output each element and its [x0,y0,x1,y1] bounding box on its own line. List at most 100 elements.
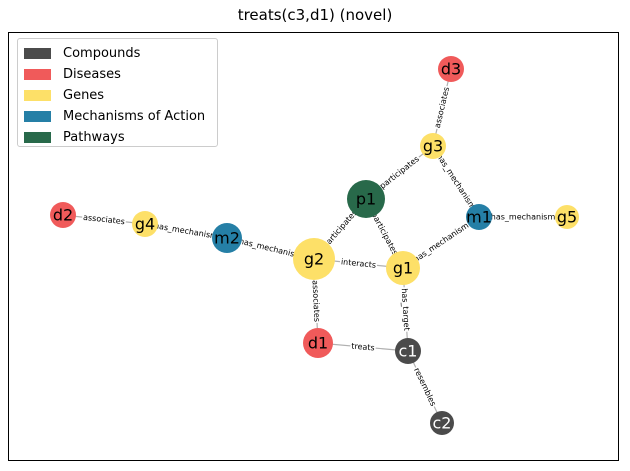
node-circle-g1 [386,251,420,285]
edge-label-c1-c2: resembles [411,365,439,409]
edge-label-g1-p1: participates [368,209,401,258]
node-label-g4: g4 [135,215,155,234]
edge-label-g2-d1: associates [310,278,322,324]
plot-frame [8,32,619,461]
edge-label-background [320,207,360,251]
node-label-g3: g3 [423,137,443,156]
node-g2: g2 [293,238,335,280]
node-circle-d2 [50,202,76,228]
edge-label-c1-g1: has_target [399,287,412,332]
edge-label-background [410,220,472,265]
legend-swatch-pathways [24,132,51,143]
edge-label-g3-m1: has_mechanism [434,151,478,213]
node-circle-c1 [395,338,421,364]
edge-label-background [81,212,127,227]
edge-label-g5-m1: has_mechanism [489,212,557,222]
node-label-m1: m1 [466,208,492,227]
edge-label-g4-d2: associates [81,212,127,227]
legend-label-diseases: Diseases [63,67,121,82]
edge-label-text: associates [433,86,451,129]
edge-label-text: has_mechanism [435,152,478,211]
node-label-p1: p1 [356,190,376,209]
edge-label-background [310,278,322,324]
legend-label-pathways: Pathways [63,130,125,145]
edge-label-background [152,220,220,242]
nodes-layer: d3 g3 p1 m1 g5 d2 g4 m2 g2 g1 d1 c1 c2 [50,56,579,435]
node-label-g5: g5 [557,208,577,227]
node-label-c2: c2 [433,414,452,433]
node-g1: g1 [386,251,420,285]
legend-label-mechanisms: Mechanisms of Action [63,109,206,124]
legend-swatch-genes [24,90,51,101]
node-circle-g2 [293,238,335,280]
node-d3: d3 [438,56,464,82]
edge-label-background [339,257,378,270]
edge-label-background [368,209,401,258]
edge-label-text: has_mechanism [491,213,556,222]
edge-label-background [349,341,377,353]
node-label-g1: g1 [393,259,413,278]
edge-label-background [237,236,305,261]
edge-label-text: participates [378,154,421,191]
legend-item-genes: Genes [24,85,211,106]
legend-item-mechanisms: Mechanisms of Action [24,106,211,127]
legend: Compounds Diseases Genes Mechanisms of A… [17,38,218,147]
legend-swatch-compounds [24,48,51,59]
node-m2: m2 [212,223,242,253]
edge-label-g3-d3: associates [432,85,452,130]
node-label-d1: d1 [308,334,328,353]
node-c1: c1 [395,338,421,364]
diagram-title: treats(c3,d1) (novel) [237,6,393,24]
edge-label-text: has_mechanism [412,221,471,265]
edge-label-text: has_mechanism [153,221,218,241]
node-label-c1: c1 [399,342,418,361]
node-circle-d1 [303,328,333,358]
edge-label-background [432,85,452,130]
node-d2: d2 [50,202,76,228]
node-g5: g5 [555,205,579,229]
node-circle-m2 [212,223,242,253]
edge-label-c1-d1: treats [349,341,377,353]
edge-label-background [489,212,557,222]
legend-swatch-diseases [24,69,51,80]
node-m1: m1 [466,204,492,230]
edge-label-background [377,153,422,192]
node-g3: g3 [420,133,446,159]
node-c2: c2 [430,411,454,435]
edge-label-text: participates [369,210,399,256]
node-g4: g4 [132,211,158,237]
edge-label-text: interacts [341,257,377,270]
edge-label-text: has_target [400,288,412,331]
legend-item-pathways: Pathways [24,127,211,148]
node-label-g2: g2 [304,250,324,269]
edge-label-text: associates [83,213,126,227]
legend-item-compounds: Compounds [24,43,211,64]
edge-label-background [434,151,478,213]
edge-label-g1-m1: has_mechanism [410,220,472,265]
node-circle-m1 [466,204,492,230]
edge-label-g4-m2: has_mechanism [152,220,220,242]
edge-label-g2-g1: interacts [339,257,378,270]
node-circle-g3 [420,133,446,159]
node-circle-c2 [430,411,454,435]
edge-label-background [411,365,439,409]
node-circle-d3 [438,56,464,82]
node-label-d3: d3 [441,60,461,79]
node-circle-g4 [132,211,158,237]
edge-label-g3-p1: participates [377,153,422,192]
edge-label-background [399,287,412,332]
node-d1: d1 [303,328,333,358]
legend-swatch-mechanisms [24,111,51,122]
node-label-m2: m2 [214,229,240,248]
legend-label-genes: Genes [63,88,105,103]
edge-label-text: treats [351,341,375,352]
edge-label-text: resembles [412,366,438,407]
legend-item-diseases: Diseases [24,64,211,85]
node-p1: p1 [347,180,385,218]
node-circle-p1 [347,180,385,218]
edge-label-text: associates [311,280,322,322]
node-label-d2: d2 [53,206,73,225]
legend-label-compounds: Compounds [63,46,141,61]
node-circle-g5 [555,205,579,229]
